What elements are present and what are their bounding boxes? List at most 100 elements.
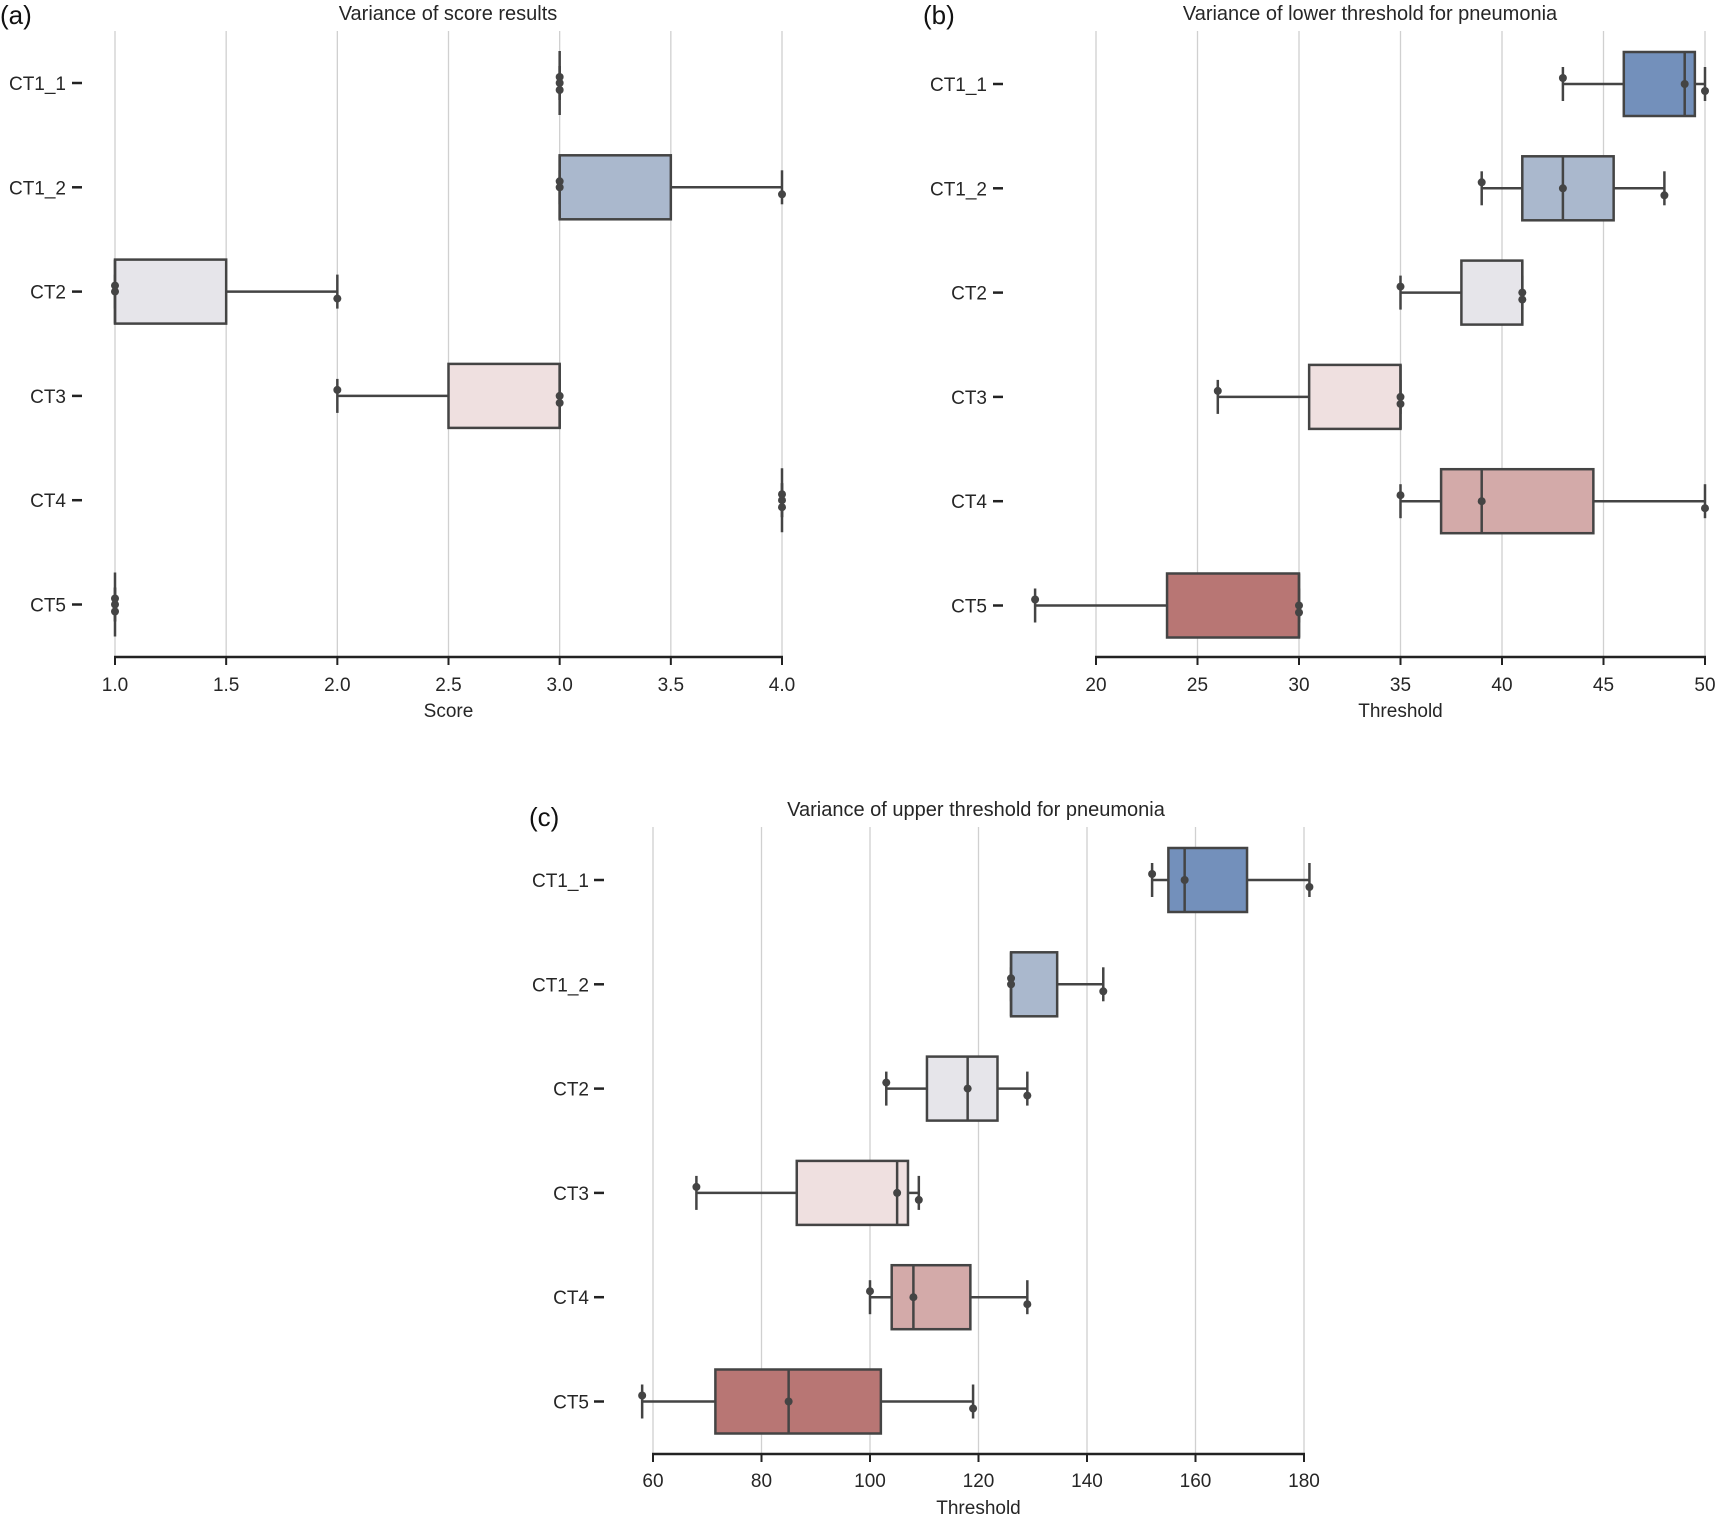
box-iqr	[1460, 259, 1524, 326]
data-point	[111, 287, 119, 296]
box-ct2	[882, 1055, 1032, 1122]
data-point	[778, 496, 786, 505]
box-iqr	[1009, 951, 1059, 1018]
x-tick-label: 30	[1288, 675, 1309, 696]
data-point	[1558, 74, 1567, 82]
data-point	[333, 294, 342, 303]
data-point	[111, 281, 119, 290]
data-point	[1295, 601, 1303, 610]
x-tick-label: 3.0	[546, 675, 572, 696]
data-point	[638, 1391, 647, 1400]
chart-title: Variance of lower threshold for pneumoni…	[1183, 3, 1558, 25]
panel-b: (b) Variance of lower threshold for pneum…	[923, 0, 1716, 722]
data-point	[914, 1195, 923, 1204]
box-ct1-2	[1477, 155, 1669, 222]
data-point	[1660, 191, 1669, 200]
panel-label: (a)	[0, 0, 32, 30]
x-tick-label: 1.0	[102, 675, 128, 696]
y-tick-label: CT4	[30, 491, 66, 512]
data-point	[333, 385, 342, 394]
panel-a: (a) Variance of score results 1.0 1.5 2.0 2.5…	[0, 0, 795, 722]
data-point	[1701, 87, 1709, 95]
data-point	[1023, 1091, 1032, 1100]
y-tick-label: CT1_2	[532, 975, 589, 996]
data-point	[1396, 282, 1405, 291]
data-point	[1558, 184, 1567, 193]
data-point	[963, 1084, 972, 1093]
data-point	[778, 503, 786, 512]
data-point	[909, 1293, 918, 1302]
box-ct3	[1213, 363, 1405, 431]
data-point	[1477, 178, 1486, 187]
data-point	[1396, 399, 1405, 408]
data-point	[555, 79, 564, 87]
x-axis-label: Threshold	[1358, 701, 1443, 722]
data-point	[555, 86, 564, 94]
data-point	[1477, 497, 1486, 506]
x-axis-label: Score	[424, 701, 474, 722]
x-tick-label: 100	[854, 1471, 886, 1492]
x-tick-label: 50	[1694, 675, 1715, 696]
x-tick-label: 140	[1071, 1471, 1103, 1492]
box-ct5	[111, 572, 119, 637]
box-iqr	[447, 362, 561, 430]
y-tick-label: CT2	[30, 283, 66, 304]
x-tick-label: 25	[1187, 675, 1208, 696]
data-point	[1305, 883, 1314, 891]
y-tick-label: CT1_2	[930, 179, 987, 200]
box-ct1-1	[555, 51, 564, 115]
x-tick-label: 3.5	[658, 675, 684, 696]
panel-label: (b)	[923, 0, 955, 30]
data-point	[1031, 595, 1040, 604]
box-iqr	[1439, 467, 1595, 535]
chart-title: Variance of score results	[339, 3, 558, 25]
data-point	[1023, 1300, 1032, 1309]
y-tick-label: CT3	[951, 388, 987, 409]
box-ct4	[1396, 467, 1709, 535]
x-tick-label: 45	[1593, 675, 1614, 696]
box-iqr	[1307, 363, 1402, 431]
box-iqr	[795, 1159, 910, 1227]
data-point	[1148, 870, 1157, 878]
box-iqr	[714, 1368, 883, 1435]
y-tick-label: CT5	[951, 597, 987, 618]
y-tick-label: CT1_2	[9, 178, 66, 199]
x-tick-label: 1.5	[213, 675, 239, 696]
data-point	[882, 1078, 891, 1087]
data-point	[111, 607, 119, 616]
data-point	[111, 594, 119, 603]
data-point	[555, 391, 564, 400]
data-point	[1180, 876, 1189, 884]
box-ct3	[692, 1159, 923, 1227]
y-tick-label: CT1_1	[532, 871, 589, 892]
y-tick-label: CT3	[30, 387, 66, 408]
box-ct1-2	[1007, 951, 1108, 1018]
data-point	[893, 1188, 902, 1197]
data-point	[692, 1182, 701, 1191]
data-point	[1518, 288, 1527, 297]
box-iqr	[1165, 572, 1301, 639]
x-tick-label: 120	[963, 1471, 995, 1492]
box-iqr	[1521, 155, 1615, 222]
x-tick-label: 20	[1085, 675, 1106, 696]
box-iqr	[925, 1055, 999, 1122]
y-tick-label: CT4	[951, 492, 987, 513]
x-tick-label: 180	[1288, 1471, 1320, 1492]
data-point	[778, 490, 786, 499]
chart-title: Variance of upper threshold for pneumoni…	[787, 799, 1166, 821]
data-point	[1396, 491, 1405, 500]
box-ct5	[1031, 572, 1303, 639]
data-point	[784, 1397, 793, 1406]
y-tick-label: CT5	[30, 596, 66, 617]
box-ct4	[866, 1263, 1032, 1331]
data-point	[555, 398, 564, 407]
box-ct1-1	[1148, 846, 1314, 914]
x-tick-label: 2.5	[435, 675, 461, 696]
box-ct2	[1396, 259, 1527, 326]
data-point	[1518, 295, 1527, 304]
box-iqr	[1167, 846, 1249, 914]
y-tick-label: CT5	[553, 1393, 589, 1414]
data-point	[555, 183, 564, 192]
box-iqr	[113, 258, 228, 325]
